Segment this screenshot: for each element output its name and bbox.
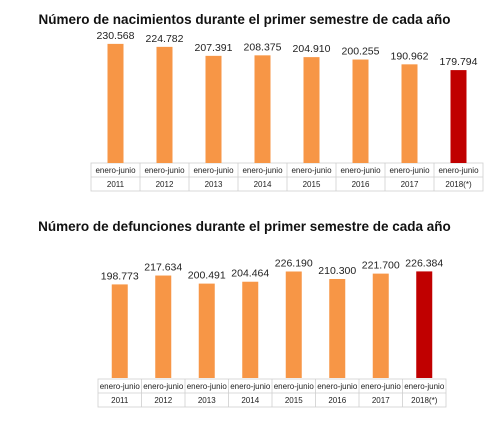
deaths-chart-title: Número de defunciones durante el primer … (38, 219, 451, 234)
deaths-category-label: 2015 (285, 396, 303, 405)
births-value-label: 200.255 (342, 46, 380, 58)
deaths-value-label: 226.384 (405, 257, 443, 269)
births-bar (205, 55, 222, 163)
deaths-bar (155, 275, 172, 378)
deaths-period-label: enero-junio (317, 382, 358, 391)
deaths-bar (285, 271, 302, 378)
births-category-label: 2017 (401, 180, 419, 189)
births-bar (254, 55, 271, 163)
deaths-category-label: 2013 (198, 396, 216, 405)
births-value-label: 230.568 (97, 30, 135, 42)
births-value-label: 179.794 (440, 56, 478, 68)
deaths-bar (329, 278, 346, 378)
births-category-label: 2015 (303, 180, 321, 189)
births-period-label: enero-junio (340, 166, 381, 175)
births-period-label: enero-junio (438, 166, 479, 175)
deaths-category-label: 2018(*) (411, 396, 438, 405)
births-bar (450, 70, 467, 163)
births-period-label: enero-junio (389, 166, 430, 175)
deaths-category-label: 2016 (328, 396, 346, 405)
deaths-bar (416, 271, 433, 378)
births-chart-title: Número de nacimientos durante el primer … (38, 12, 451, 27)
deaths-period-label: enero-junio (404, 382, 445, 391)
births-bar (156, 46, 173, 163)
births-period-label: enero-junio (144, 166, 185, 175)
deaths-period-label: enero-junio (230, 382, 271, 391)
deaths-period-label: enero-junio (361, 382, 402, 391)
births-category-label: 2014 (254, 180, 272, 189)
deaths-value-label: 217.634 (144, 262, 182, 274)
deaths-period-label: enero-junio (143, 382, 184, 391)
deaths-value-label: 210.300 (318, 265, 356, 277)
deaths-bar (242, 281, 259, 378)
births-value-label: 190.962 (391, 50, 429, 62)
births-period-label: enero-junio (95, 166, 136, 175)
deaths-period-label: enero-junio (274, 382, 315, 391)
births-category-label: 2013 (205, 180, 223, 189)
deaths-value-label: 221.700 (362, 260, 400, 272)
deaths-category-label: 2017 (372, 396, 390, 405)
births-category-label: 2016 (352, 180, 370, 189)
births-bar (401, 64, 418, 163)
births-bar (107, 43, 124, 163)
deaths-category-label: 2011 (111, 396, 129, 405)
births-category-label: 2018(*) (445, 180, 472, 189)
births-category-label: 2011 (107, 180, 125, 189)
births-period-label: enero-junio (291, 166, 332, 175)
births-chart-plot: 230.568 enero-junio 2011 224.782 enero-junio… (90, 30, 484, 192)
deaths-category-label: 2014 (241, 396, 259, 405)
births-bar (303, 57, 320, 163)
births-value-label: 204.910 (293, 43, 331, 55)
deaths-value-label: 200.491 (188, 270, 226, 282)
births-value-label: 207.391 (195, 42, 233, 54)
births-value-label: 224.782 (146, 33, 184, 45)
deaths-bar (372, 273, 389, 378)
deaths-bar (198, 283, 215, 378)
births-period-label: enero-junio (193, 166, 234, 175)
deaths-value-label: 226.190 (275, 258, 313, 270)
deaths-period-label: enero-junio (187, 382, 228, 391)
births-category-label: 2012 (156, 180, 174, 189)
deaths-period-label: enero-junio (100, 382, 141, 391)
deaths-category-label: 2012 (154, 396, 172, 405)
deaths-bar (111, 284, 128, 378)
deaths-value-label: 198.773 (101, 270, 139, 282)
births-value-label: 208.375 (244, 41, 282, 53)
births-period-label: enero-junio (242, 166, 283, 175)
deaths-value-label: 204.464 (231, 268, 269, 280)
births-bar (352, 59, 369, 164)
